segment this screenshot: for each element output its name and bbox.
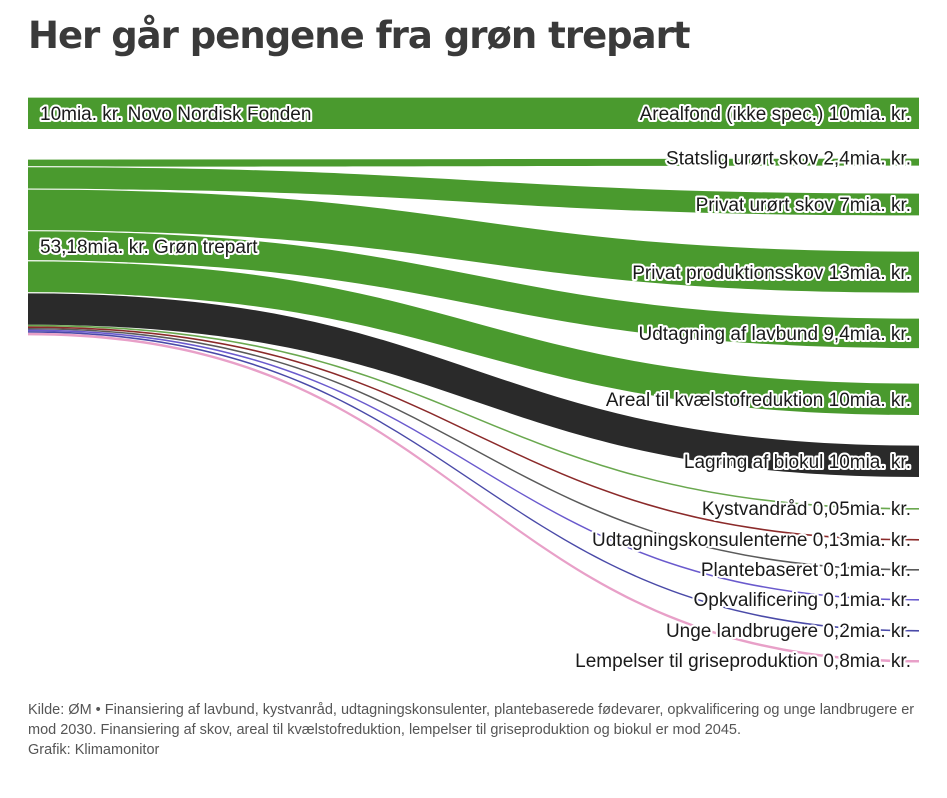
target-label-1: Arealfond (ikke spec.) 10mia. kr. (640, 104, 911, 125)
source-label-2: 53,18mia. kr. Grøn trepart (40, 237, 258, 258)
flow-band-13 (28, 332, 919, 663)
target-label-4: Privat produktionsskov 13mia. kr. (632, 263, 911, 284)
target-label-2: Statslig urørt skov 2,4mia. kr. (666, 149, 911, 170)
flow-band-5 (28, 230, 919, 349)
flow-separator-2 (27, 157, 920, 160)
flow-separator-4 (27, 188, 920, 252)
flow-band-8 (28, 324, 919, 510)
target-label-13: Lempelser til griseproduktion 0,8mia. kr… (575, 651, 911, 672)
graphic-credit: Grafik: Klimamonitor (28, 742, 160, 758)
flow-band-3 (28, 166, 919, 216)
flow-band-7 (28, 292, 919, 477)
target-label-7: Lagring af biokul 10mia. kr. (684, 452, 911, 473)
target-label-5: Udtagning af lavbund 9,4mia. kr. (638, 324, 911, 345)
flow-band-11 (28, 329, 919, 601)
target-label-6: Areal til kvælstofreduktion 10mia. kr. (606, 390, 911, 411)
source-note: Kilde: ØM • Finansiering af lavbund, kys… (28, 700, 923, 760)
sankey-labels: Arealfond (ikke spec.) 10mia. kr. Statsli… (38, 102, 913, 674)
flow-separator-7 (27, 292, 920, 446)
source-label-1: 10mia. kr. Novo Nordisk Fonden (40, 104, 311, 125)
flow-band-1 (28, 97, 919, 129)
target-label-12: Unge landbrugere 0,2mia. kr. (666, 621, 911, 642)
flow-band-9 (28, 326, 919, 541)
target-label-9: Udtagningskonsulenterne 0,13mia. kr. (592, 530, 911, 551)
flow-band-12 (28, 331, 919, 632)
flow-band-6 (28, 260, 919, 415)
target-label-11: Opkvalificering 0,1mia. kr. (693, 590, 911, 611)
flow-separator-6 (27, 260, 920, 384)
target-label-3: Privat urørt skov 7mia. kr. (696, 195, 911, 216)
sankey-flows (27, 96, 920, 663)
flow-separator-5 (27, 230, 920, 319)
chart-title: Her går pengene fra grøn trepart (28, 14, 691, 57)
flow-separator-3 (27, 166, 920, 194)
sankey-chart: Arealfond (ikke spec.) 10mia. kr. Statsli… (27, 96, 920, 674)
source-text: Kilde: ØM • Finansiering af lavbund, kys… (28, 702, 915, 738)
flow-band-4 (28, 189, 919, 293)
target-label-8: Kystvandråd 0,05mia. kr. (702, 499, 911, 520)
flow-band-10 (28, 327, 919, 571)
flow-band-2 (28, 158, 919, 167)
target-label-10: Plantebaseret 0,1mia. kr. (701, 560, 911, 581)
